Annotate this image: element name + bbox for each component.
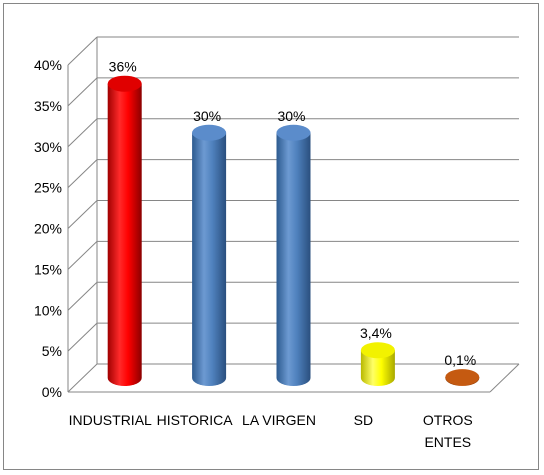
bar-body <box>107 83 142 386</box>
gridline-side-6 <box>67 118 98 148</box>
gridline-side-0 <box>67 363 98 393</box>
bar-top <box>445 369 480 386</box>
gridline-side-3 <box>67 241 98 270</box>
bar-top <box>360 342 395 359</box>
y-tick-labels: 0% 5% 10% 15% 20% 25% 30% 35% 40% <box>34 57 62 400</box>
data-label: 30% <box>277 108 305 124</box>
bar <box>192 124 227 386</box>
y-tick-label: 30% <box>34 139 62 155</box>
axes <box>67 37 520 393</box>
y-tick-label: 15% <box>34 261 62 277</box>
data-label: 30% <box>193 108 221 124</box>
gridline-side-7 <box>67 77 98 107</box>
floor-right-edge <box>489 363 520 393</box>
data-labels: 36% 30% 30% 3,4% 0,1% <box>109 59 477 368</box>
bar <box>360 342 395 386</box>
y-tick-label: 25% <box>34 180 62 196</box>
gridline-side-2 <box>67 281 98 311</box>
y-tick-label: 10% <box>34 302 62 318</box>
bar <box>276 124 311 386</box>
y-tick-label: 35% <box>34 98 62 114</box>
x-tick-label: SD <box>354 412 373 428</box>
gridline-side-8 <box>67 36 98 66</box>
gridline-side-4 <box>67 200 98 229</box>
data-label: 36% <box>109 59 137 75</box>
y-tick-label: 5% <box>42 343 62 359</box>
x-tick-labels: INDUSTRIAL HISTORICA LA VIRGEN SD OTROS ENTES <box>69 412 473 450</box>
bar-top <box>276 124 311 141</box>
y-tick-label: 20% <box>34 221 62 237</box>
x-tick-label: ENTES <box>424 434 471 450</box>
data-label: 3,4% <box>360 325 392 341</box>
y-tick-label: 40% <box>34 57 62 73</box>
data-label: 0,1% <box>444 352 476 368</box>
bars <box>107 75 480 386</box>
bar <box>445 369 480 386</box>
bar-top <box>192 124 227 141</box>
bar-body <box>276 132 311 386</box>
bar-body <box>192 132 227 386</box>
x-tick-label: INDUSTRIAL <box>69 412 152 428</box>
gridline-side-5 <box>67 159 98 188</box>
x-tick-label: LA VIRGEN <box>242 412 316 428</box>
bar-body <box>360 350 395 386</box>
x-tick-label: HISTORICA <box>157 412 234 428</box>
y-tick-label: 0% <box>42 384 62 400</box>
bar <box>107 75 142 386</box>
gridline-side-1 <box>67 322 98 352</box>
x-tick-label: OTROS <box>423 412 473 428</box>
bar-top <box>107 75 142 92</box>
